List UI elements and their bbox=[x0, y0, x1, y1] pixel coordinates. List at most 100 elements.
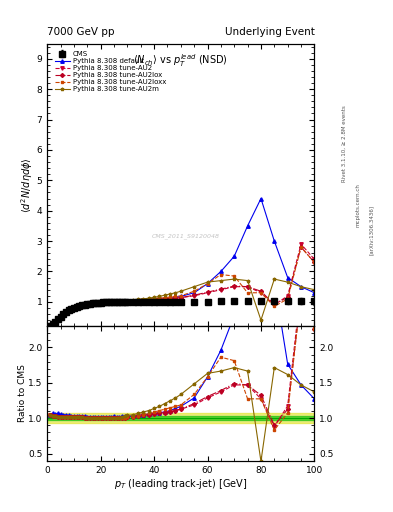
Pythia 8.308 tune-AU2m bbox=[157, 293, 162, 300]
Pythia 8.308 tune-AU2m bbox=[178, 288, 183, 294]
Pythia 8.308 tune-AU2 bbox=[106, 299, 111, 305]
Pythia 8.308 tune-AU2lox bbox=[173, 295, 178, 301]
Pythia 8.308 tune-AU2lox bbox=[192, 292, 196, 298]
Pythia 8.308 default bbox=[98, 299, 103, 305]
Pythia 8.308 tune-AU2loxx bbox=[112, 299, 116, 305]
Pythia 8.308 tune-AU2loxx bbox=[106, 299, 111, 305]
Pythia 8.308 tune-AU2loxx bbox=[146, 296, 151, 303]
Pythia 8.308 tune-AU2 bbox=[58, 313, 63, 319]
Line: Pythia 8.308 tune-AU2loxx: Pythia 8.308 tune-AU2loxx bbox=[48, 246, 316, 327]
Pythia 8.308 tune-AU2 bbox=[272, 302, 277, 308]
Pythia 8.308 tune-AU2 bbox=[69, 306, 73, 312]
Pythia 8.308 default bbox=[79, 301, 84, 307]
Pythia 8.308 tune-AU2lox bbox=[109, 299, 114, 305]
Text: CMS_2011_S9120048: CMS_2011_S9120048 bbox=[152, 233, 220, 239]
Pythia 8.308 default bbox=[61, 310, 66, 316]
Pythia 8.308 tune-AU2 bbox=[119, 298, 124, 305]
Pythia 8.308 tune-AU2loxx bbox=[98, 300, 103, 306]
Pythia 8.308 tune-AU2loxx bbox=[219, 271, 223, 278]
Pythia 8.308 default bbox=[72, 304, 76, 310]
Pythia 8.308 default bbox=[109, 298, 114, 305]
Pythia 8.308 tune-AU2loxx bbox=[114, 299, 119, 305]
Pythia 8.308 tune-AU2lox bbox=[152, 296, 156, 303]
Pythia 8.308 tune-AU2m bbox=[136, 296, 140, 303]
Pythia 8.308 tune-AU2loxx bbox=[272, 304, 277, 310]
Text: $\langle N_{ch}\rangle$ vs $p_T^{lead}$ (NSD): $\langle N_{ch}\rangle$ vs $p_T^{lead}$ … bbox=[133, 52, 228, 69]
Pythia 8.308 tune-AU2 bbox=[90, 300, 95, 306]
Pythia 8.308 tune-AU2loxx bbox=[232, 273, 237, 279]
Y-axis label: $\langle d^2 N/d\eta d\phi\rangle$: $\langle d^2 N/d\eta d\phi\rangle$ bbox=[19, 157, 35, 213]
Pythia 8.308 default bbox=[219, 268, 223, 274]
Pythia 8.308 tune-AU2lox bbox=[58, 313, 63, 319]
Pythia 8.308 tune-AU2 bbox=[178, 294, 183, 301]
Pythia 8.308 tune-AU2m bbox=[219, 278, 223, 284]
Pythia 8.308 tune-AU2loxx bbox=[93, 300, 97, 306]
Pythia 8.308 default bbox=[178, 293, 183, 300]
Pythia 8.308 default bbox=[55, 315, 60, 322]
Pythia 8.308 tune-AU2m bbox=[101, 300, 106, 306]
Pythia 8.308 tune-AU2m bbox=[85, 301, 90, 307]
Pythia 8.308 default bbox=[69, 305, 73, 311]
Pythia 8.308 tune-AU2 bbox=[141, 297, 146, 304]
Pythia 8.308 tune-AU2m bbox=[125, 297, 130, 304]
Legend: CMS, Pythia 8.308 default, Pythia 8.308 tune-AU2, Pythia 8.308 tune-AU2lox, Pyth: CMS, Pythia 8.308 default, Pythia 8.308 … bbox=[53, 50, 167, 94]
Pythia 8.308 tune-AU2lox bbox=[219, 286, 223, 292]
Pythia 8.308 tune-AU2 bbox=[93, 300, 97, 306]
Pythia 8.308 tune-AU2 bbox=[205, 290, 210, 296]
Pythia 8.308 tune-AU2loxx bbox=[85, 301, 90, 307]
Pythia 8.308 tune-AU2lox bbox=[168, 296, 173, 302]
Pythia 8.308 tune-AU2 bbox=[168, 296, 173, 302]
Pythia 8.308 default bbox=[114, 298, 119, 304]
Pythia 8.308 tune-AU2lox bbox=[157, 296, 162, 303]
Pythia 8.308 default bbox=[101, 299, 106, 305]
Pythia 8.308 tune-AU2loxx bbox=[245, 290, 250, 296]
Pythia 8.308 tune-AU2m bbox=[117, 298, 122, 305]
Pythia 8.308 tune-AU2lox bbox=[245, 284, 250, 290]
Pythia 8.308 default bbox=[168, 295, 173, 301]
Pythia 8.308 tune-AU2 bbox=[109, 299, 114, 305]
Pythia 8.308 tune-AU2m bbox=[173, 290, 178, 296]
Pythia 8.308 tune-AU2loxx bbox=[157, 295, 162, 301]
Pythia 8.308 tune-AU2 bbox=[232, 284, 237, 290]
Pythia 8.308 default bbox=[141, 297, 146, 303]
Pythia 8.308 default bbox=[82, 301, 87, 307]
Line: Pythia 8.308 default: Pythia 8.308 default bbox=[48, 197, 316, 327]
Pythia 8.308 tune-AU2 bbox=[77, 303, 82, 309]
Pythia 8.308 tune-AU2loxx bbox=[53, 318, 57, 325]
Pythia 8.308 tune-AU2loxx bbox=[136, 297, 140, 304]
Pythia 8.308 tune-AU2loxx bbox=[117, 298, 122, 305]
Pythia 8.308 tune-AU2loxx bbox=[109, 299, 114, 305]
Pythia 8.308 tune-AU2lox bbox=[141, 297, 146, 304]
Pythia 8.308 tune-AU2lox bbox=[232, 283, 237, 289]
Pythia 8.308 tune-AU2m bbox=[312, 287, 317, 293]
Pythia 8.308 default bbox=[58, 313, 63, 319]
Pythia 8.308 tune-AU2m bbox=[50, 321, 55, 327]
Pythia 8.308 tune-AU2loxx bbox=[48, 322, 52, 328]
Pythia 8.308 tune-AU2lox bbox=[95, 300, 100, 306]
Pythia 8.308 default bbox=[95, 299, 100, 305]
Pythia 8.308 tune-AU2m bbox=[168, 291, 173, 297]
Pythia 8.308 tune-AU2lox bbox=[74, 303, 79, 309]
Pythia 8.308 tune-AU2m bbox=[119, 298, 124, 304]
Pythia 8.308 tune-AU2 bbox=[50, 321, 55, 327]
Pythia 8.308 tune-AU2loxx bbox=[66, 307, 71, 313]
Pythia 8.308 tune-AU2m bbox=[146, 295, 151, 301]
Pythia 8.308 tune-AU2 bbox=[85, 301, 90, 307]
Pythia 8.308 tune-AU2lox bbox=[104, 299, 108, 305]
Pythia 8.308 tune-AU2 bbox=[53, 318, 57, 325]
Pythia 8.308 tune-AU2loxx bbox=[90, 300, 95, 306]
Pythia 8.308 default bbox=[299, 284, 303, 290]
Pythia 8.308 tune-AU2m bbox=[285, 279, 290, 285]
Pythia 8.308 tune-AU2lox bbox=[136, 297, 140, 304]
Pythia 8.308 tune-AU2m bbox=[109, 299, 114, 305]
Line: Pythia 8.308 tune-AU2m: Pythia 8.308 tune-AU2m bbox=[48, 278, 316, 327]
Pythia 8.308 tune-AU2m bbox=[74, 303, 79, 309]
Pythia 8.308 tune-AU2loxx bbox=[64, 309, 68, 315]
Pythia 8.308 default bbox=[119, 298, 124, 304]
Pythia 8.308 default bbox=[50, 320, 55, 326]
Pythia 8.308 tune-AU2 bbox=[64, 309, 68, 315]
Pythia 8.308 default bbox=[122, 298, 127, 304]
Pythia 8.308 tune-AU2m bbox=[93, 300, 97, 306]
Pythia 8.308 tune-AU2 bbox=[312, 256, 317, 262]
Pythia 8.308 tune-AU2loxx bbox=[173, 293, 178, 300]
